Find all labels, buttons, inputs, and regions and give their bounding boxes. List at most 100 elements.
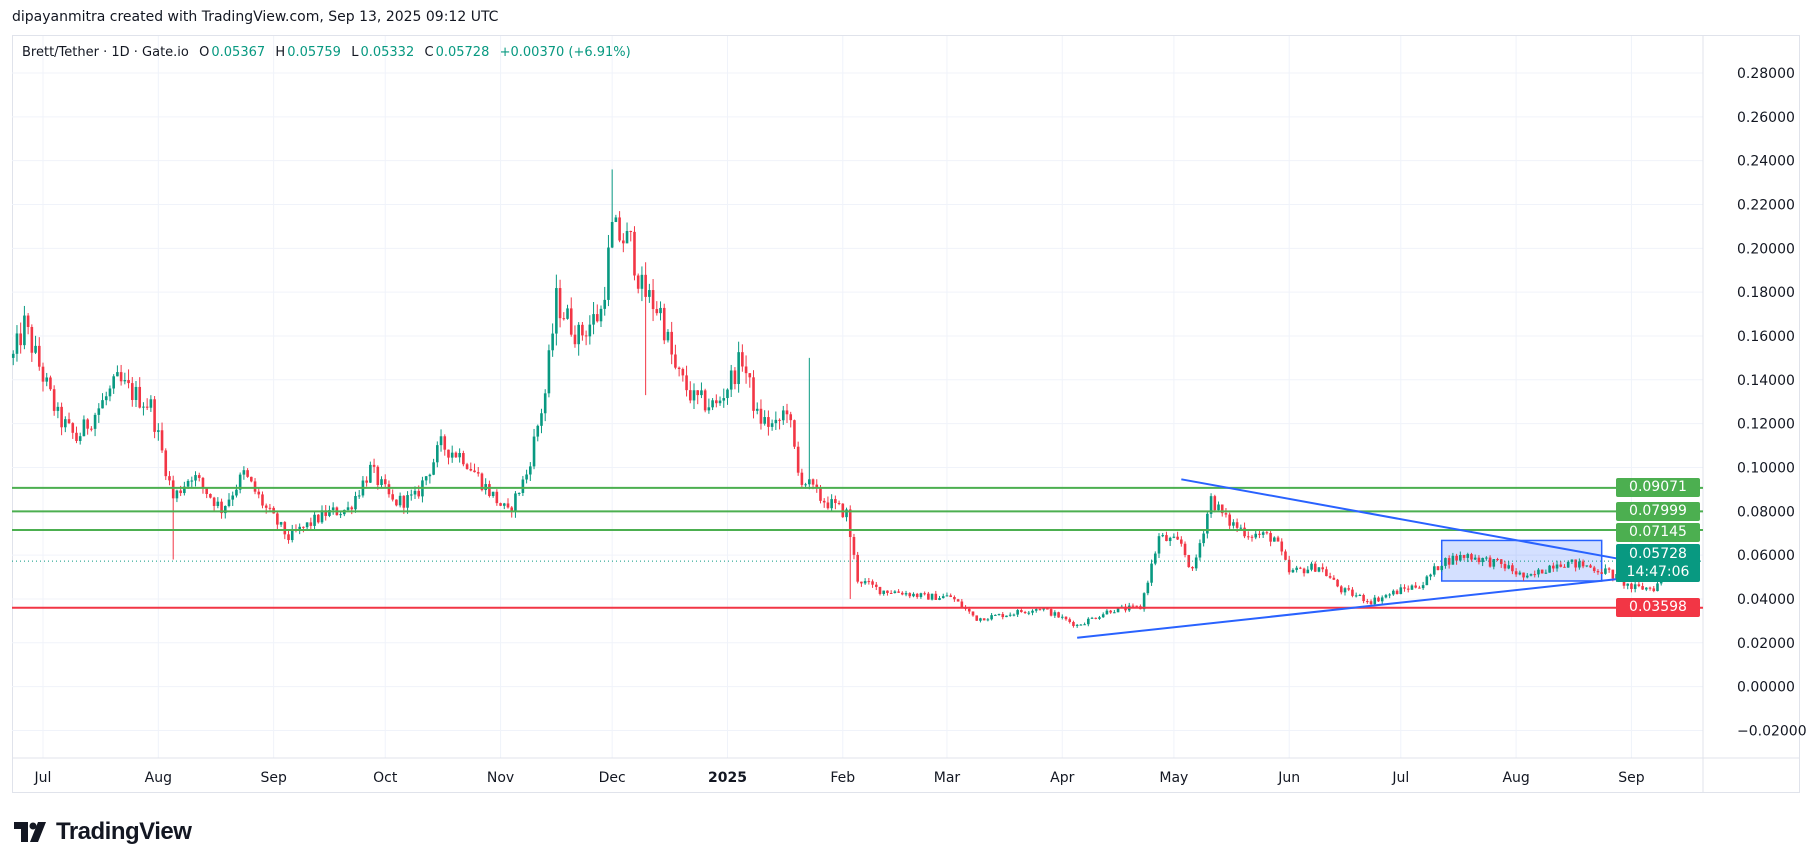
candle xyxy=(994,614,997,616)
drawings[interactable] xyxy=(12,478,1703,639)
candle xyxy=(1507,561,1510,570)
candle-body xyxy=(912,593,915,597)
candle-body xyxy=(1306,569,1310,574)
candle-body xyxy=(1269,533,1272,542)
candle-body xyxy=(551,333,554,351)
candle xyxy=(90,426,93,432)
range-rectangle xyxy=(1440,539,1603,582)
open-label: O xyxy=(199,45,210,60)
candle xyxy=(1492,558,1496,570)
candle-body xyxy=(547,350,551,394)
level-badge-1: 0.09071 xyxy=(1616,478,1700,498)
candle xyxy=(350,505,354,515)
candle-body xyxy=(1239,527,1243,529)
candle-body xyxy=(1101,614,1105,618)
candle xyxy=(220,498,223,519)
candle-body xyxy=(1366,601,1369,603)
candle xyxy=(1109,609,1112,614)
candle xyxy=(1310,561,1313,572)
candle xyxy=(625,222,629,244)
candle xyxy=(1261,529,1265,538)
candle-body xyxy=(640,274,644,289)
candle xyxy=(592,301,595,335)
candle-body xyxy=(488,484,491,496)
candle xyxy=(194,471,197,487)
candle xyxy=(908,592,912,599)
candle-body xyxy=(268,507,272,509)
price-axis[interactable]: 0.28000 0.26000 0.24000 0.22000 0.20000 0.180… xyxy=(1737,66,1807,739)
candle xyxy=(372,458,376,473)
tradingview-logo[interactable]: TradingView xyxy=(14,818,192,846)
candle xyxy=(339,512,342,519)
candle xyxy=(703,388,707,413)
candle-body xyxy=(220,501,223,514)
candle-body xyxy=(49,377,52,390)
candle xyxy=(1313,561,1317,573)
candle xyxy=(1432,563,1436,577)
candle xyxy=(1191,566,1194,571)
candle-body xyxy=(510,507,514,512)
candle-body xyxy=(134,386,138,400)
candle xyxy=(458,448,461,463)
candle-body xyxy=(644,274,647,297)
candle-body xyxy=(194,475,197,481)
candle xyxy=(1596,569,1600,575)
candle xyxy=(599,305,603,327)
candle-body xyxy=(994,614,997,616)
candle-body xyxy=(953,597,956,600)
candle xyxy=(1008,612,1012,617)
candle-body xyxy=(383,479,387,485)
candle-body xyxy=(1514,571,1518,575)
candle xyxy=(1031,609,1034,616)
time-axis[interactable]: Jul Aug Sep Oct Nov Dec 2025 Feb Mar Apr May Jun Jul… xyxy=(34,770,1645,786)
candle xyxy=(525,469,528,484)
candle-body xyxy=(1325,569,1328,577)
candle xyxy=(1180,536,1183,547)
candle xyxy=(1146,580,1150,596)
candle xyxy=(904,590,908,597)
candle xyxy=(1607,567,1611,573)
candle-body xyxy=(845,509,848,518)
candle-body xyxy=(209,493,212,498)
candle xyxy=(521,475,525,497)
candle-body xyxy=(1075,624,1079,626)
candle xyxy=(1488,555,1492,568)
candle-body xyxy=(41,366,45,382)
candle xyxy=(674,344,677,370)
candle-body xyxy=(309,522,313,526)
candle-body xyxy=(562,318,566,320)
candle xyxy=(569,297,573,337)
candle xyxy=(692,383,696,409)
candle xyxy=(848,505,852,599)
candle xyxy=(633,226,636,281)
candle-body xyxy=(1540,569,1544,574)
candle-body xyxy=(1116,607,1120,613)
candle-body xyxy=(328,510,331,516)
candle xyxy=(1339,585,1343,595)
candle-body xyxy=(1399,587,1403,595)
candle-body xyxy=(253,481,257,492)
candle-body xyxy=(190,480,194,482)
candle-body xyxy=(815,484,819,488)
candle-body xyxy=(718,400,722,404)
candle xyxy=(893,590,897,594)
candle xyxy=(108,385,112,402)
candle xyxy=(1425,575,1429,586)
candle xyxy=(737,341,740,393)
price-tick-label: 0.22000 xyxy=(1737,197,1795,213)
candle-body xyxy=(607,247,610,300)
candle xyxy=(1414,582,1417,589)
candle-body xyxy=(1031,610,1034,613)
candle xyxy=(860,581,863,587)
candle xyxy=(700,382,703,399)
candle-body xyxy=(223,505,227,514)
candle-body xyxy=(919,593,923,597)
candle xyxy=(1291,568,1295,573)
candle xyxy=(52,385,56,416)
candle xyxy=(1321,563,1324,573)
candle xyxy=(722,388,726,408)
candle-body xyxy=(436,445,439,463)
candle xyxy=(1105,609,1109,615)
candle xyxy=(290,524,294,543)
